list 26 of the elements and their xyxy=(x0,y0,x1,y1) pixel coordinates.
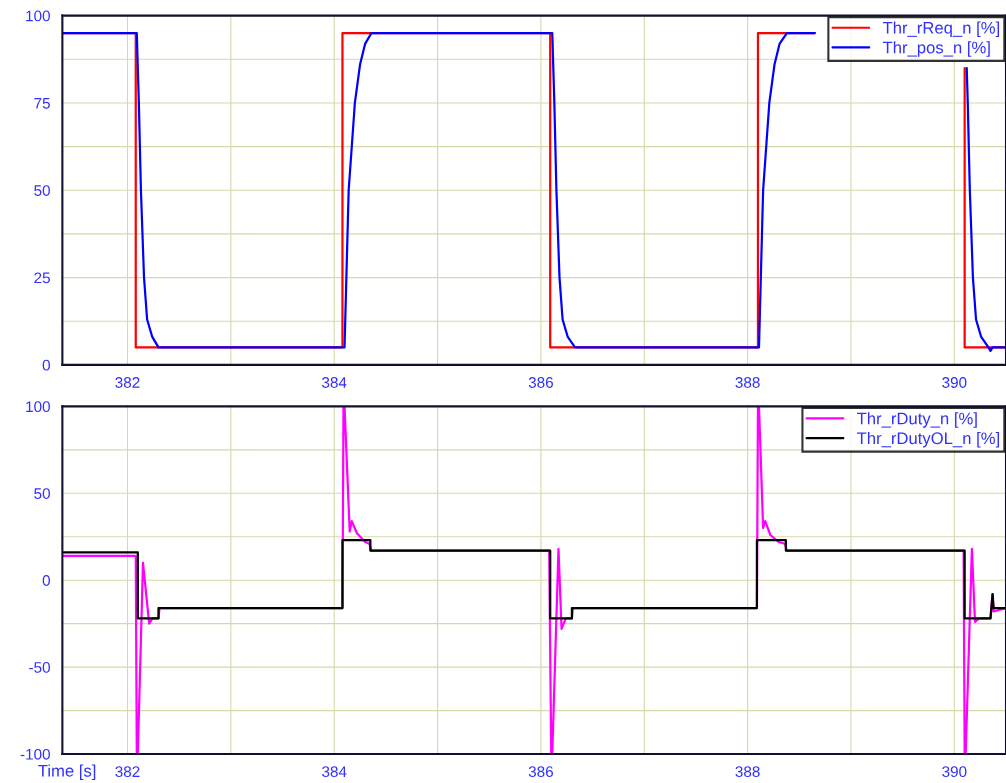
y-tick-label: 0 xyxy=(42,359,50,371)
x-tick-label: 382 xyxy=(115,766,140,778)
legend-label: Thr_rReq_n [%] xyxy=(882,21,999,38)
y-tick-label: 100 xyxy=(26,10,50,22)
x-axis-title: Time [s] xyxy=(38,764,96,780)
y-tick-label: -100 xyxy=(20,748,50,760)
legend-label: Thr_rDutyOL_n [%] xyxy=(856,431,999,448)
x-tick-label: 388 xyxy=(735,377,760,388)
y-tick-label: 75 xyxy=(34,97,50,109)
x-tick-label: 382 xyxy=(115,377,140,388)
y-tick-label: 50 xyxy=(34,488,50,499)
legend-label: Thr_pos_n [%] xyxy=(882,41,990,57)
x-tick-label: 386 xyxy=(528,377,553,388)
x-tick-label: 384 xyxy=(322,766,347,778)
x-tick-label: 388 xyxy=(735,766,760,778)
y-tick-label: 100 xyxy=(26,401,50,413)
y-tick-label: 25 xyxy=(34,272,50,284)
y-tick-label: 0 xyxy=(42,575,50,586)
legend-label: Thr_rDuty_n [%] xyxy=(856,412,977,428)
x-tick-label: 386 xyxy=(528,766,553,778)
x-tick-label: 384 xyxy=(322,377,347,388)
line-series xyxy=(62,539,1006,620)
y-tick-label: 50 xyxy=(34,185,50,196)
x-tick-label: 390 xyxy=(942,377,967,388)
y-tick-label: -50 xyxy=(29,661,50,673)
x-tick-label: 390 xyxy=(942,766,967,778)
